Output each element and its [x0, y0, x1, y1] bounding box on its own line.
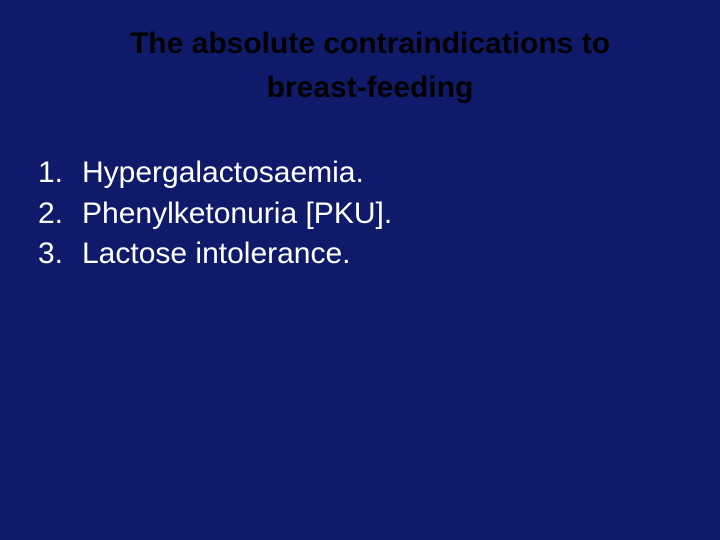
slide-title: The absolute contraindications to breast…: [0, 0, 720, 109]
slide: The absolute contraindications to breast…: [0, 0, 720, 540]
list-item: 3. Lactose intolerance.: [38, 234, 720, 275]
list-text: Hypergalactosaemia.: [82, 153, 720, 194]
title-line-2: breast-feeding: [267, 71, 474, 104]
list-number: 2.: [38, 194, 82, 235]
contraindication-list: 1. Hypergalactosaemia. 2. Phenylketonuri…: [0, 109, 720, 275]
list-item: 1. Hypergalactosaemia.: [38, 153, 720, 194]
title-line-1: The absolute contraindications to: [130, 27, 610, 60]
list-item: 2. Phenylketonuria [PKU].: [38, 194, 720, 235]
list-text: Phenylketonuria [PKU].: [82, 194, 720, 235]
list-number: 1.: [38, 153, 82, 194]
list-number: 3.: [38, 234, 82, 275]
list-text: Lactose intolerance.: [82, 234, 720, 275]
